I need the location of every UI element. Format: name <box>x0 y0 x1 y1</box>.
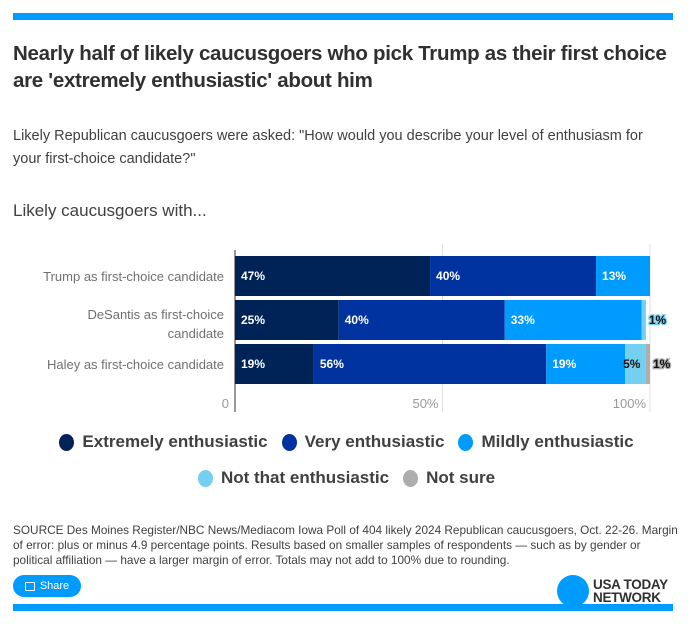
legend-item: Extremely enthusiastic <box>59 432 268 452</box>
data-label: 25% <box>241 313 265 327</box>
legend-label: Very enthusiastic <box>304 432 445 451</box>
bar-segment <box>313 344 547 384</box>
usa-today-network-logo: USA TODAY NETWORK <box>557 575 668 607</box>
stacked-bar-chart: 47% 40% 13% 25% 40% 33% 1% 19% 56% 19% 5% 1% Trump … <box>43 244 672 412</box>
data-label: 1% <box>649 313 667 327</box>
data-label: 19% <box>241 357 265 371</box>
bar-segment <box>645 344 650 384</box>
category-label: candidate <box>168 326 224 341</box>
bar-segment <box>338 300 505 340</box>
share-label: Share <box>39 580 70 592</box>
data-label: 13% <box>602 269 626 283</box>
bar-segment <box>235 256 431 296</box>
bar-segment <box>596 256 650 296</box>
x-tick-label: 0 <box>222 396 229 411</box>
top-accent-bar <box>13 13 673 20</box>
bar-segment <box>641 300 646 340</box>
source-note: SOURCE Des Moines Register/NBC News/Medi… <box>13 523 678 567</box>
legend-swatch-icon <box>59 433 75 451</box>
x-tick-label: 50% <box>412 396 438 411</box>
legend-item: Mildly enthusiastic <box>458 432 634 452</box>
data-label: 40% <box>345 313 369 327</box>
legend-swatch-icon <box>403 469 419 487</box>
legend-item: Not that enthusiastic <box>197 468 390 488</box>
legend-swatch-icon <box>197 469 213 487</box>
legend-label: Not sure <box>426 468 496 487</box>
bar-segment <box>546 344 626 384</box>
logo-line-1: USA TODAY <box>593 577 668 592</box>
bar-segment <box>235 300 339 340</box>
legend-swatch-icon <box>281 433 297 451</box>
bottom-accent-bar <box>13 604 673 611</box>
bar-segment <box>235 344 314 384</box>
bar-segment <box>625 344 646 384</box>
x-tick-label: 100% <box>613 396 647 411</box>
chart-subtitle: Likely Republican caucusgoers were asked… <box>13 128 643 167</box>
legend-item: Not sure <box>403 468 495 488</box>
data-label: 5% <box>623 357 641 371</box>
data-label: 1% <box>653 357 671 371</box>
data-label: 47% <box>241 269 265 283</box>
bar-segment <box>430 256 597 296</box>
share-icon <box>24 581 35 591</box>
legend-item: Very enthusiastic <box>281 432 445 452</box>
legend-label: Mildly enthusiastic <box>481 432 634 451</box>
chart-legend: Extremely enthusiastic Very enthusiastic M… <box>0 432 693 504</box>
category-label: Trump as first-choice candidate <box>43 269 224 284</box>
data-label: 33% <box>511 313 535 327</box>
share-button[interactable]: Share <box>13 575 81 597</box>
data-label: 56% <box>320 357 344 371</box>
data-label: 40% <box>436 269 460 283</box>
category-label: Haley as first-choice candidate <box>47 357 224 372</box>
category-label: DeSantis as first-choice <box>87 307 224 322</box>
legend-label: Not that enthusiastic <box>220 468 390 487</box>
data-label: 19% <box>552 357 576 371</box>
legend-label: Extremely enthusiastic <box>82 432 268 451</box>
chart-title: Nearly half of likely caucusgoers who pi… <box>13 42 667 92</box>
bar-segment <box>504 300 642 340</box>
logo-line-2: NETWORK <box>593 590 661 605</box>
legend-swatch-icon <box>458 433 474 451</box>
logo-circle-icon <box>557 575 589 607</box>
chart-lede: Likely caucusgoers with... <box>13 201 207 220</box>
